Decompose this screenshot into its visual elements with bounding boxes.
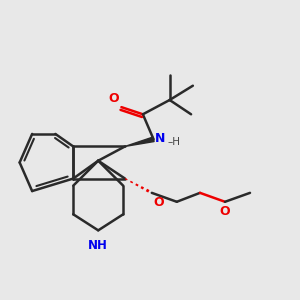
Text: –H: –H <box>167 137 180 147</box>
Text: O: O <box>220 206 230 218</box>
Text: O: O <box>108 92 119 105</box>
Text: O: O <box>154 196 164 209</box>
Text: NH: NH <box>88 239 108 252</box>
Polygon shape <box>125 137 154 146</box>
Text: N: N <box>155 132 166 145</box>
